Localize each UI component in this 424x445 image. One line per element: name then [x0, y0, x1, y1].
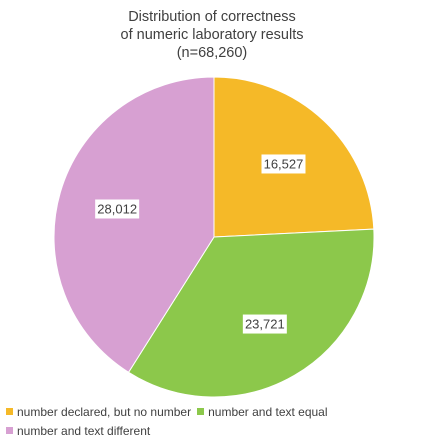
data-label-text: 16,527 — [264, 156, 304, 171]
chart-title-line-3: (n=68,260) — [176, 45, 248, 61]
legend-label-different: number and text different — [17, 423, 151, 438]
legend-row-2: number and text different — [6, 421, 422, 440]
data-label-no-number: 16,527 — [261, 154, 306, 174]
pie-slices — [53, 76, 375, 398]
legend-item-equal: number and text equal — [197, 404, 328, 419]
legend-label-equal: number and text equal — [208, 404, 328, 419]
legend-row-1: number declared, but no number number an… — [6, 402, 422, 421]
data-label-text: 28,012 — [97, 201, 137, 216]
data-label-equal: 23,721 — [242, 314, 287, 334]
legend-item-no-number: number declared, but no number — [6, 405, 191, 419]
pie-slice-different — [53, 76, 215, 373]
chart-title: Distribution of correctness of numeric l… — [0, 8, 424, 62]
pie-data-labels: 16,527 23,721 28,012 — [95, 154, 306, 334]
legend-item-different: number and text different — [6, 424, 150, 438]
chart-title-line-2: of numeric laboratory results — [120, 27, 304, 43]
legend-swatch-equal — [197, 408, 205, 415]
legend: number declared, but no number number an… — [6, 402, 422, 440]
legend-swatch-no-number — [6, 408, 13, 415]
data-label-box — [95, 199, 140, 219]
chart-title-line-1: Distribution of correctness — [128, 9, 296, 25]
data-label-text: 23,721 — [245, 317, 285, 332]
pie-slice-equal — [127, 228, 375, 398]
legend-swatch-different — [6, 427, 13, 434]
data-label-different: 28,012 — [95, 199, 140, 219]
data-label-box — [261, 154, 306, 174]
legend-label-no-number: number declared, but no number — [17, 404, 192, 419]
data-label-box — [242, 314, 287, 334]
